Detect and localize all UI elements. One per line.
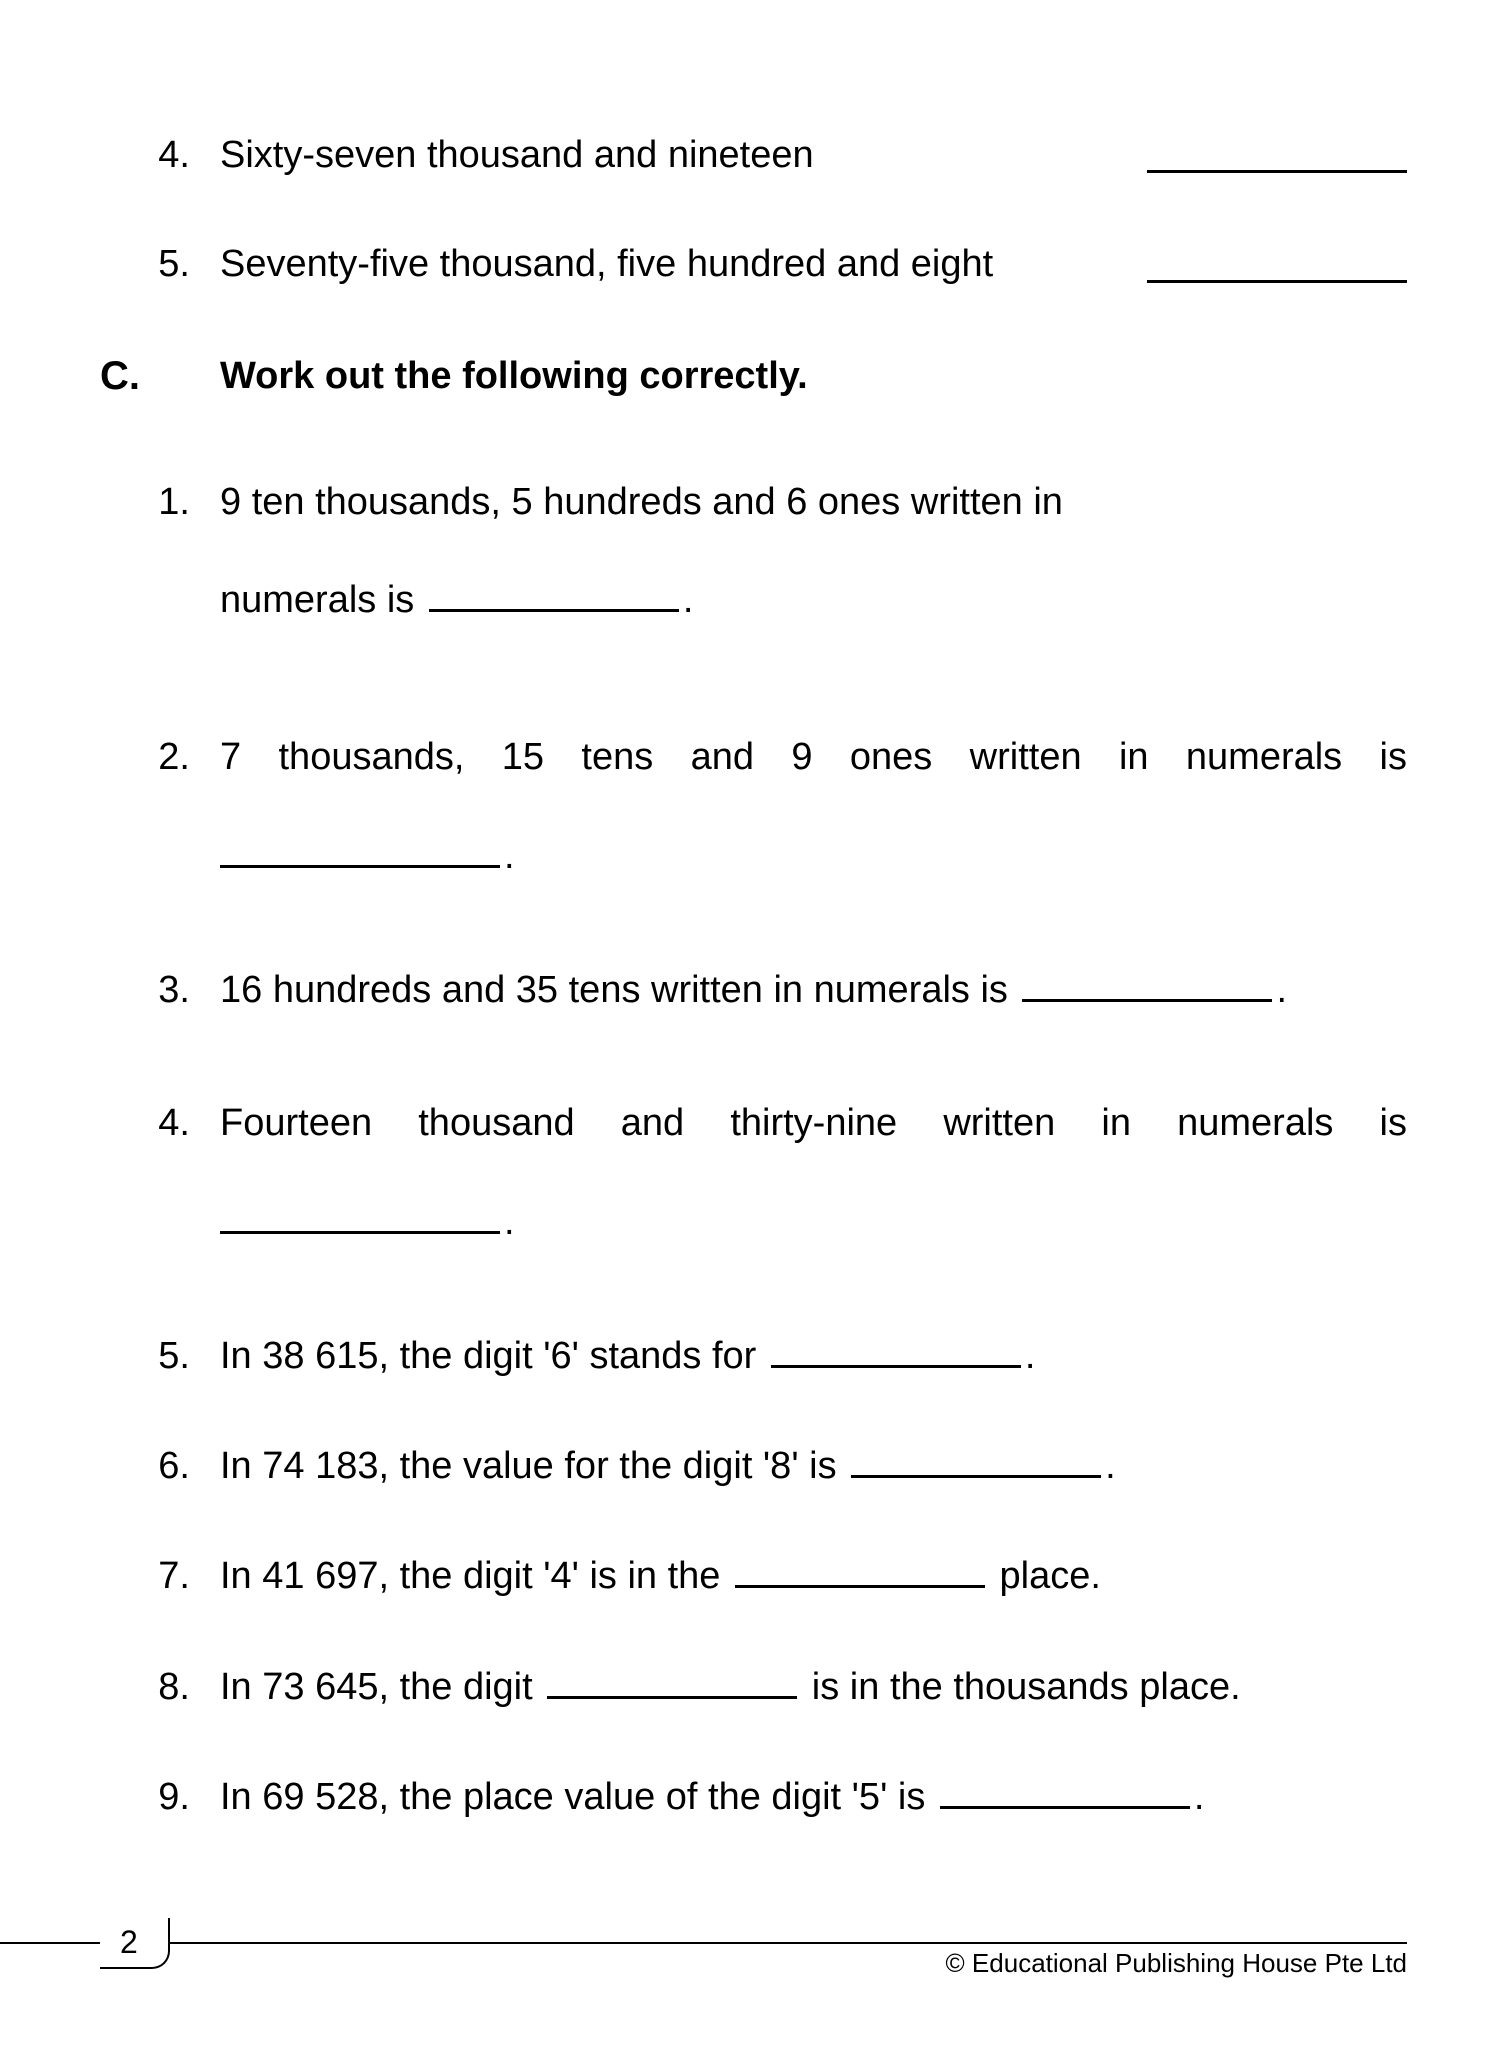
- question-text: In 73 645, the digit is in the thousands…: [220, 1661, 1407, 1713]
- question-number: 4.: [100, 1074, 220, 1173]
- question-b5: 5. Seventy-five thousand, five hundred a…: [100, 239, 1407, 290]
- answer-blank[interactable]: [735, 1550, 985, 1588]
- question-text-line: 7 thousands, 15 tens and 9 ones written …: [220, 736, 1407, 778]
- question-text-line: is in the thousands place.: [801, 1666, 1240, 1708]
- question-text: Seventy-five thousand, five hundred and …: [220, 239, 1123, 290]
- question-c6: 6. In 74 183, the value for the digit '8…: [100, 1440, 1407, 1492]
- section-letter: C.: [100, 349, 170, 403]
- question-text: 9 ten thousands, 5 hundreds and 6 ones w…: [220, 453, 1407, 651]
- answer-blank[interactable]: [1147, 135, 1407, 173]
- page-number: 2: [100, 1918, 170, 1969]
- question-text-line: In 69 528, the place value of the digit …: [220, 1776, 936, 1818]
- question-text: In 74 183, the value for the digit '8' i…: [220, 1440, 1407, 1492]
- page-footer: 2 © Educational Publishing House Pte Ltd: [0, 1918, 1407, 1978]
- question-c1: 1. 9 ten thousands, 5 hundreds and 6 one…: [100, 453, 1407, 651]
- question-number: 2.: [100, 708, 220, 807]
- question-c8: 8. In 73 645, the digit is in the thousa…: [100, 1661, 1407, 1713]
- answer-blank[interactable]: [220, 1196, 500, 1234]
- question-text-line: In 41 697, the digit '4' is in the: [220, 1555, 731, 1597]
- question-text-line: In 73 645, the digit: [220, 1666, 543, 1708]
- question-text-line: 9 ten thousands, 5 hundreds and 6 ones w…: [220, 481, 1063, 523]
- question-text-line: .: [1276, 969, 1287, 1011]
- question-text-line: .: [504, 1201, 515, 1243]
- answer-blank[interactable]: [771, 1330, 1021, 1368]
- question-number: 6.: [100, 1441, 220, 1492]
- section-c-heading-row: C. Work out the following correctly.: [100, 349, 1407, 403]
- question-number: 5.: [100, 1331, 220, 1382]
- question-text: Fourteen thousand and thirty-nine writte…: [220, 1074, 1407, 1173]
- question-number: 5.: [100, 239, 220, 290]
- question-text: Sixty-seven thousand and nineteen: [220, 130, 1123, 181]
- question-c5: 5. In 38 615, the digit '6' stands for .: [100, 1330, 1407, 1382]
- answer-blank[interactable]: [1022, 964, 1272, 1002]
- answer-blank[interactable]: [220, 830, 500, 868]
- question-number: 8.: [100, 1662, 220, 1713]
- question-number: 3.: [100, 965, 220, 1016]
- question-text-line: .: [1194, 1776, 1205, 1818]
- answer-blank[interactable]: [940, 1771, 1190, 1809]
- question-number: 9.: [100, 1772, 220, 1823]
- answer-blank[interactable]: [547, 1661, 797, 1699]
- question-text: 16 hundreds and 35 tens written in numer…: [220, 964, 1407, 1016]
- question-text-line: .: [504, 835, 515, 877]
- question-number: 7.: [100, 1551, 220, 1602]
- question-text-line: In 38 615, the digit '6' stands for: [220, 1335, 767, 1377]
- question-text-line: .: [1105, 1445, 1116, 1487]
- question-c7: 7. In 41 697, the digit '4' is in the pl…: [100, 1550, 1407, 1602]
- question-number: 4.: [100, 130, 220, 181]
- footer-rule: [0, 1942, 1407, 1944]
- question-c9: 9. In 69 528, the place value of the dig…: [100, 1771, 1407, 1823]
- question-text-line: .: [1025, 1335, 1036, 1377]
- answer-blank[interactable]: [1147, 245, 1407, 283]
- question-text-line: numerals is: [220, 579, 425, 621]
- question-text: In 41 697, the digit '4' is in the place…: [220, 1550, 1407, 1602]
- question-text-line: In 74 183, the value for the digit '8' i…: [220, 1445, 847, 1487]
- question-text-line: Fourteen thousand and thirty-nine writte…: [220, 1102, 1407, 1144]
- question-c2: 2. 7 thousands, 15 tens and 9 ones writt…: [100, 708, 1407, 906]
- question-text: .: [220, 1173, 1407, 1272]
- section-heading: Work out the following correctly.: [220, 351, 1407, 402]
- question-number: 1.: [100, 453, 220, 651]
- question-text-line: .: [683, 579, 694, 621]
- answer-blank[interactable]: [851, 1440, 1101, 1478]
- question-text: In 38 615, the digit '6' stands for .: [220, 1330, 1407, 1382]
- question-c3: 3. 16 hundreds and 35 tens written in nu…: [100, 964, 1407, 1016]
- question-text: 7 thousands, 15 tens and 9 ones written …: [220, 708, 1407, 807]
- question-text: .: [220, 807, 1407, 906]
- question-b4: 4. Sixty-seven thousand and nineteen: [100, 130, 1407, 181]
- copyright-text: © Educational Publishing House Pte Ltd: [946, 1948, 1407, 1979]
- answer-blank[interactable]: [429, 574, 679, 612]
- question-text: In 69 528, the place value of the digit …: [220, 1771, 1407, 1823]
- question-text-line: place.: [989, 1555, 1101, 1597]
- question-text-line: 16 hundreds and 35 tens written in numer…: [220, 969, 1018, 1011]
- question-c4: 4. Fourteen thousand and thirty-nine wri…: [100, 1074, 1407, 1272]
